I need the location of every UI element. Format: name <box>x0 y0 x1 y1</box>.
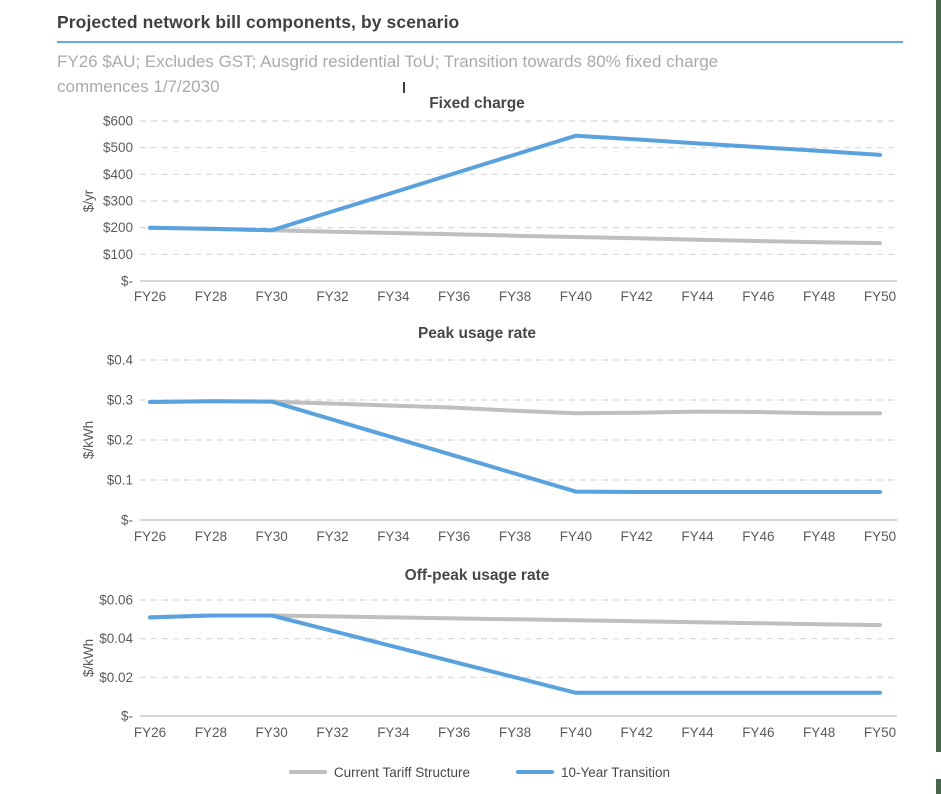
x-tick-label: FY28 <box>195 289 227 304</box>
y-tick-label: $- <box>121 513 133 528</box>
y-tick-label: $0.02 <box>99 670 133 685</box>
page-subtitle-line-1: FY26 $AU; Excludes GST; Ausgrid resident… <box>57 52 719 71</box>
series-line-10-year-transition <box>148 613 882 695</box>
x-tick-label: FY28 <box>195 529 227 544</box>
x-tick-label: FY26 <box>134 529 166 544</box>
y-tick-label: $200 <box>103 220 133 235</box>
chart-title: Peak usage rate <box>418 325 536 342</box>
text-cursor-artifact <box>403 82 405 93</box>
chart-off-peak-usage-rate: $- $0.02 $0.04 $0.06 $/kWh FY26 FY28 FY30 FY32 FY… <box>57 560 902 748</box>
x-tick-label: FY38 <box>499 725 531 740</box>
x-tick-label: FY34 <box>377 725 410 740</box>
page-subtitle: FY26 $AU; Excludes GST; Ausgrid resident… <box>57 49 902 99</box>
x-tick-label: FY36 <box>438 289 470 304</box>
y-tick-label: $300 <box>103 194 133 209</box>
series-line-10-year-transition <box>148 399 882 494</box>
legend-label: Current Tariff Structure <box>333 764 470 780</box>
chart-legend: Current Tariff Structure 10-Year Transit… <box>57 761 902 783</box>
x-tick-label: FY50 <box>864 725 896 740</box>
y-tick-label: $0.06 <box>99 593 133 608</box>
x-tick-label: FY48 <box>803 289 835 304</box>
y-tick-label: $- <box>121 274 133 289</box>
y-tick-label: $0.4 <box>107 353 134 368</box>
y-tick-label: $0.3 <box>107 393 133 408</box>
legend-item-10-year-transition: 10-Year Transition <box>515 764 671 780</box>
chart-title: Off-peak usage rate <box>405 567 550 584</box>
x-tick-label: FY30 <box>256 529 288 544</box>
x-tick-label: FY48 <box>803 529 835 544</box>
series-line-10-year-transition <box>148 133 882 233</box>
y-tick-label: $0.1 <box>107 473 133 488</box>
x-tick-label: FY36 <box>438 529 470 544</box>
x-tick-label: FY46 <box>742 289 774 304</box>
x-tick-label: FY46 <box>742 529 774 544</box>
x-tick-label: FY32 <box>316 529 348 544</box>
y-axis-title: $/kWh <box>81 639 96 677</box>
chart-fixed-charge: $- $100 $200 $300 $400 $500 $600 $/yr FY26 FY28 FY… <box>57 85 902 310</box>
x-tick-label: FY42 <box>621 289 653 304</box>
x-tick-label: FY40 <box>560 725 592 740</box>
x-tick-label: FY38 <box>499 289 531 304</box>
x-tick-label: FY46 <box>742 725 774 740</box>
page-title: Projected network bill components, by sc… <box>57 12 460 32</box>
x-tick-label: FY36 <box>438 725 470 740</box>
x-tick-label: FY30 <box>256 289 288 304</box>
x-tick-label: FY28 <box>195 725 227 740</box>
line-swatch-icon <box>515 769 554 775</box>
x-tick-label: FY42 <box>621 529 653 544</box>
x-tick-label: FY50 <box>864 529 896 544</box>
x-tick-label: FY40 <box>560 289 592 304</box>
y-tick-label: $500 <box>103 140 133 155</box>
x-tick-label: FY34 <box>377 289 410 304</box>
y-tick-label: $100 <box>103 247 133 262</box>
x-tick-label: FY44 <box>681 529 714 544</box>
chart-svg: $- $0.1 $0.2 $0.3 $0.4 $/kWh FY26 FY28 FY30 FY32 F… <box>81 325 897 544</box>
x-tick-label: FY32 <box>316 289 348 304</box>
x-tick-label: FY44 <box>681 725 714 740</box>
window-edge-strip <box>936 779 941 794</box>
x-tick-label: FY26 <box>134 725 166 740</box>
title-underline-rule <box>57 41 903 43</box>
y-axis-title: $/kWh <box>81 421 96 459</box>
y-axis-title: $/yr <box>81 189 96 212</box>
window-edge-strip <box>936 0 941 752</box>
x-tick-label: FY42 <box>621 725 653 740</box>
x-tick-label: FY48 <box>803 725 835 740</box>
x-tick-label: FY50 <box>864 289 896 304</box>
y-tick-label: $0.2 <box>107 433 133 448</box>
chart-peak-usage-rate: $- $0.1 $0.2 $0.3 $0.4 $/kWh FY26 FY28 FY30 FY32 F… <box>57 318 902 550</box>
x-tick-label: FY44 <box>681 289 714 304</box>
y-tick-label: $- <box>121 709 133 724</box>
y-tick-label: $0.04 <box>99 631 133 646</box>
chart-svg: $- $100 $200 $300 $400 $500 $600 $/yr FY26 FY28 FY… <box>81 95 897 304</box>
x-tick-label: FY26 <box>134 289 166 304</box>
legend-item-current-tariff-structure: Current Tariff Structure <box>288 764 470 780</box>
x-tick-label: FY32 <box>316 725 348 740</box>
x-tick-label: FY34 <box>377 529 410 544</box>
chart-svg: $- $0.02 $0.04 $0.06 $/kWh FY26 FY28 FY30 FY32 FY… <box>81 567 897 740</box>
chart-title: Fixed charge <box>429 95 525 112</box>
x-tick-label: FY38 <box>499 529 531 544</box>
line-swatch-icon <box>288 769 327 775</box>
y-tick-label: $400 <box>103 167 133 182</box>
legend-label: 10-Year Transition <box>560 764 671 780</box>
page-subtitle-line-2: commences 1/7/2030 <box>57 77 220 96</box>
x-tick-label: FY30 <box>256 725 288 740</box>
y-tick-label: $600 <box>103 114 133 129</box>
x-tick-label: FY40 <box>560 529 592 544</box>
